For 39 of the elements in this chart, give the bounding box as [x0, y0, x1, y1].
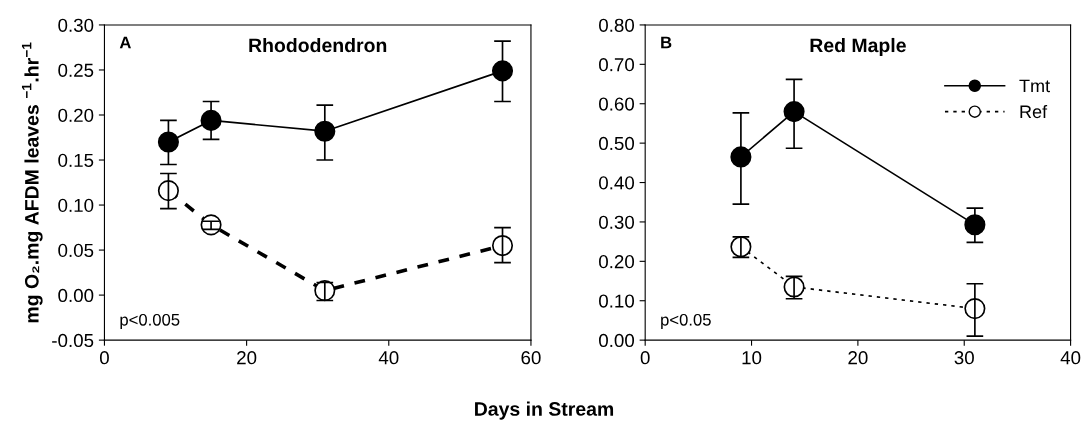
x-axis-title: Days in Stream	[475, 401, 614, 420]
y-tick-label: 0.00	[599, 333, 635, 348]
point	[157, 131, 179, 153]
y-tick-label: 0.30	[599, 215, 635, 229]
text: Rhododendron	[249, 37, 387, 53]
y-axis-title: mg O₂.mg AFDM leaves $^{−1}$.hr$^{−1}$	[21, 42, 43, 323]
point	[157, 180, 179, 202]
annotation: p<0.005	[120, 313, 180, 329]
text: Red Maple	[810, 37, 906, 57]
y-tick-label: 0.60	[599, 97, 635, 111]
annotation: A	[119, 36, 131, 49]
x-tick-label: 40	[1060, 351, 1081, 365]
y-tick-label: 0.25	[58, 63, 94, 77]
x-tick-label: 10	[742, 351, 762, 365]
y-tick-label: 0.20	[58, 108, 94, 122]
annotation: B	[661, 36, 672, 49]
x-tick-label: 0	[99, 351, 109, 365]
y-tick-label: 0.30	[58, 18, 94, 32]
y-tick-label: 0.00	[58, 288, 94, 303]
y-tick-label: 0.15	[58, 153, 94, 167]
x-tick-label: 60	[521, 351, 541, 365]
x-tick-label: 0	[640, 351, 650, 365]
y-tick-label: 0.70	[599, 58, 635, 72]
annotation: p<0.05	[661, 313, 711, 329]
y-tick-label: 0.80	[599, 18, 635, 32]
y-tick-label: 0.20	[599, 255, 635, 269]
y-tick-label: -0.05	[52, 333, 94, 348]
point	[491, 60, 514, 82]
y-tick-label: 0.10	[599, 294, 635, 308]
y-tick-label: 0.50	[599, 136, 635, 151]
x-tick-label: 30	[954, 351, 974, 365]
x-tick-label: 20	[237, 351, 257, 365]
y-tick-label: 0.05	[58, 243, 94, 258]
y-tick-label: 0.40	[599, 176, 635, 190]
x-tick-label: 40	[378, 351, 399, 365]
legend-label: Ref	[1020, 104, 1048, 119]
legend-label: Tmt	[1019, 79, 1050, 93]
y-tick-label: 0.10	[58, 198, 94, 213]
x-tick-label: 20	[848, 351, 868, 365]
